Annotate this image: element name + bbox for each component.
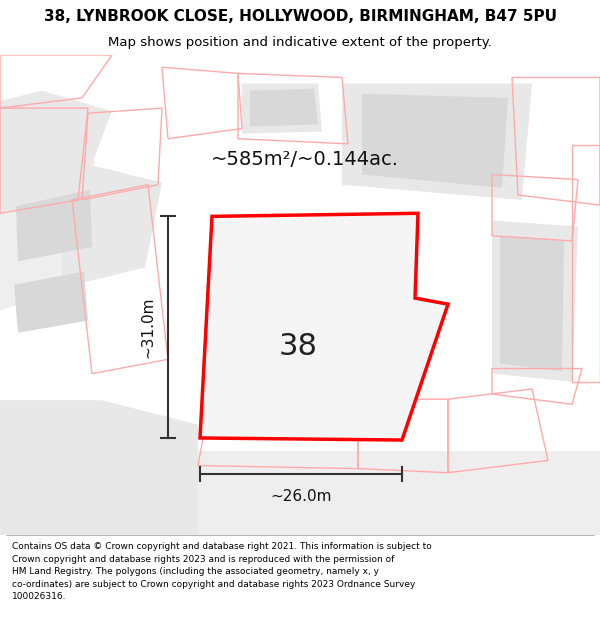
Polygon shape xyxy=(0,91,112,213)
Polygon shape xyxy=(492,221,578,382)
Text: ~26.0m: ~26.0m xyxy=(270,489,332,504)
Text: 38: 38 xyxy=(278,332,317,361)
Text: 38, LYNBROOK CLOSE, HOLLYWOOD, BIRMINGHAM, B47 5PU: 38, LYNBROOK CLOSE, HOLLYWOOD, BIRMINGHA… xyxy=(44,9,557,24)
Polygon shape xyxy=(16,190,92,261)
Polygon shape xyxy=(362,94,508,188)
Text: Map shows position and indicative extent of the property.: Map shows position and indicative extent… xyxy=(108,36,492,49)
Polygon shape xyxy=(0,101,95,311)
Text: Contains OS data © Crown copyright and database right 2021. This information is : Contains OS data © Crown copyright and d… xyxy=(12,542,432,601)
Polygon shape xyxy=(198,451,600,535)
Text: ~31.0m: ~31.0m xyxy=(140,296,155,358)
Polygon shape xyxy=(342,84,532,200)
Polygon shape xyxy=(62,165,162,288)
Polygon shape xyxy=(250,89,318,126)
Polygon shape xyxy=(200,213,448,440)
Polygon shape xyxy=(215,258,390,421)
Text: ~585m²/~0.144ac.: ~585m²/~0.144ac. xyxy=(211,149,399,169)
Polygon shape xyxy=(242,84,322,134)
Polygon shape xyxy=(500,237,564,372)
Polygon shape xyxy=(14,271,88,332)
Polygon shape xyxy=(0,400,198,535)
